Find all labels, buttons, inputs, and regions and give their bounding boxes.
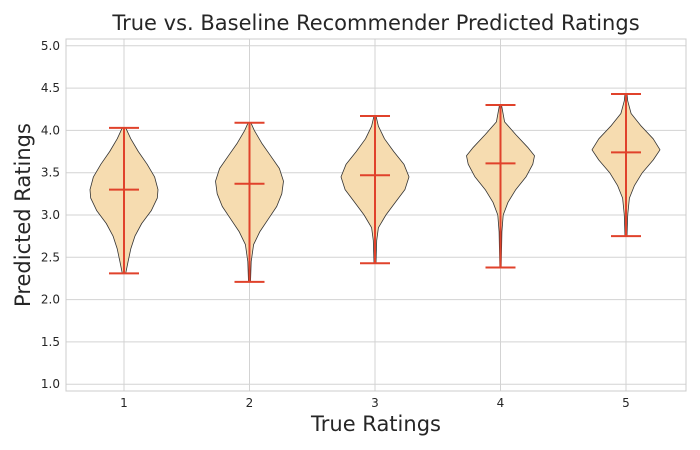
x-axis-label: True Ratings xyxy=(310,412,441,436)
x-tick-label: 1 xyxy=(120,396,128,410)
y-tick-label: 3.5 xyxy=(41,166,60,180)
y-tick-label: 4.5 xyxy=(41,81,60,95)
plot-area-frame xyxy=(65,38,687,392)
chart-title: True vs. Baseline Recommender Predicted … xyxy=(111,11,639,35)
violin-layer xyxy=(89,93,661,283)
y-tick-label: 2.0 xyxy=(41,293,60,307)
y-tick-label: 1.0 xyxy=(41,377,60,391)
x-tick-label: 5 xyxy=(622,396,630,410)
x-tick-label: 4 xyxy=(497,396,505,410)
tick-layer: 1.0 1.5 2.0 2.5 3.0 3.5 4.0 4.5 5.0 1 2 3 4 5 xyxy=(41,39,630,410)
y-axis-label: Predicted Ratings xyxy=(11,123,35,307)
y-tick-label: 1.5 xyxy=(41,335,60,349)
y-tick-label: 2.5 xyxy=(41,250,60,264)
y-tick-label: 4.0 xyxy=(41,123,60,137)
x-tick-label: 2 xyxy=(246,396,254,410)
x-tick-label: 3 xyxy=(371,396,379,410)
y-tick-label: 3.0 xyxy=(41,208,60,222)
y-tick-label: 5.0 xyxy=(41,39,60,53)
